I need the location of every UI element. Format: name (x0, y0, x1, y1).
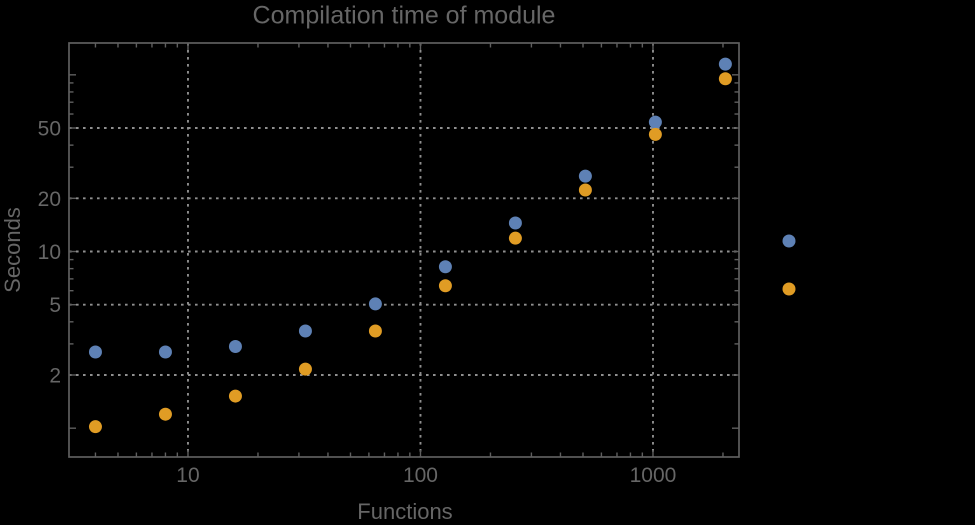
x-tick-label: 1000 (630, 464, 677, 487)
data-point-series-2 (88, 420, 102, 434)
chart-title: Compilation time of module (252, 1, 556, 30)
y-axis-label: Seconds (0, 207, 25, 293)
y-tick-label: 20 (38, 188, 61, 211)
data-point-series-1 (508, 216, 522, 230)
x-tick-label: 100 (403, 464, 438, 487)
data-point-series-2 (368, 324, 382, 338)
x-tick-label: 10 (176, 464, 199, 487)
data-point-series-1 (718, 57, 732, 71)
data-point-series-1 (298, 324, 312, 338)
data-point-series-2 (648, 127, 662, 141)
y-tick-label: 2 (49, 365, 61, 388)
data-point-series-1 (158, 345, 172, 359)
legend-marker (782, 234, 796, 248)
data-point-series-1 (578, 169, 592, 183)
y-tick-label: 10 (38, 241, 61, 264)
data-point-series-1 (648, 115, 662, 129)
y-tick-label: 5 (49, 294, 61, 317)
data-point-series-2 (438, 279, 452, 293)
plot-frame (68, 42, 740, 458)
data-point-series-2 (228, 389, 242, 403)
data-point-series-2 (298, 362, 312, 376)
data-point-series-2 (578, 183, 592, 197)
x-axis-label: Functions (357, 499, 453, 524)
data-point-series-2 (718, 72, 732, 86)
data-point-series-1 (88, 345, 102, 359)
data-point-series-1 (438, 260, 452, 274)
data-point-series-2 (158, 407, 172, 421)
data-point-series-2 (508, 231, 522, 245)
data-point-series-1 (228, 339, 242, 353)
y-tick-label: 50 (38, 118, 61, 141)
legend-marker (782, 282, 796, 296)
data-point-series-1 (368, 297, 382, 311)
